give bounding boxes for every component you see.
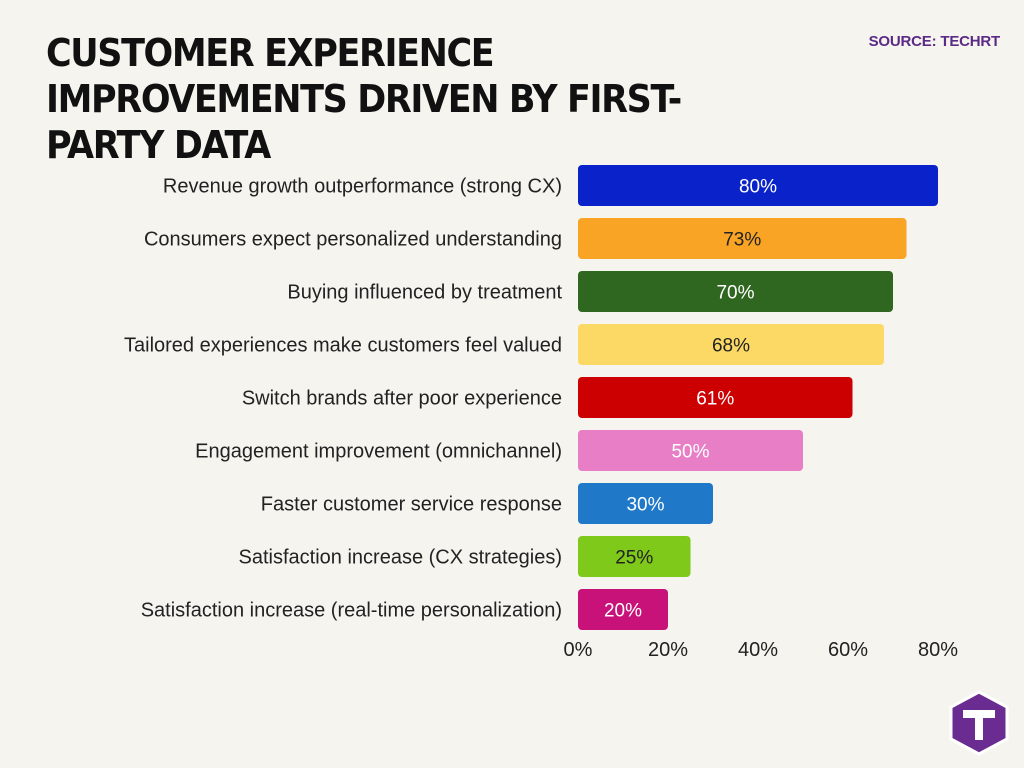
- bar-value-label: 73%: [723, 230, 761, 251]
- category-label: Satisfaction increase (real-time persona…: [141, 600, 562, 622]
- x-tick-label: 40%: [738, 639, 778, 661]
- bar: [578, 271, 893, 312]
- category-label: Satisfaction increase (CX strategies): [239, 547, 562, 569]
- bar-value-label: 50%: [671, 442, 709, 463]
- source-label: SOURCE: TECHRT: [868, 33, 1001, 50]
- category-label: Consumers expect personalized understand…: [144, 229, 562, 251]
- bar: [578, 589, 668, 630]
- x-tick-label: 20%: [648, 639, 688, 661]
- category-label: Switch brands after poor experience: [242, 388, 562, 410]
- bar: [578, 430, 803, 471]
- x-tick-label: 0%: [564, 639, 593, 661]
- bar-value-label: 20%: [604, 601, 642, 622]
- bar: [578, 218, 907, 259]
- category-label: Buying influenced by treatment: [287, 282, 562, 304]
- bar-value-label: 25%: [615, 548, 653, 569]
- bar: [578, 536, 691, 577]
- bar-value-label: 70%: [716, 283, 754, 304]
- bar: [578, 483, 713, 524]
- bar-value-label: 30%: [626, 495, 664, 516]
- chart-title: CUSTOMER EXPERIENCE IMPROVEMENTS DRIVEN …: [46, 31, 682, 167]
- category-label: Faster customer service response: [261, 494, 562, 516]
- bar-value-label: 61%: [696, 389, 734, 410]
- bar-value-label: 68%: [712, 336, 750, 357]
- x-tick-label: 60%: [828, 639, 868, 661]
- techrt-t-logo-icon: [949, 690, 1009, 756]
- category-label: Engagement improvement (omnichannel): [195, 441, 562, 463]
- bar: [578, 377, 853, 418]
- bar: [578, 165, 938, 206]
- x-tick-label: 80%: [918, 639, 958, 661]
- category-label: Revenue growth outperformance (strong CX…: [163, 176, 562, 198]
- category-label: Tailored experiences make customers feel…: [124, 335, 562, 357]
- bar: [578, 324, 884, 365]
- bar-value-label: 80%: [739, 177, 777, 198]
